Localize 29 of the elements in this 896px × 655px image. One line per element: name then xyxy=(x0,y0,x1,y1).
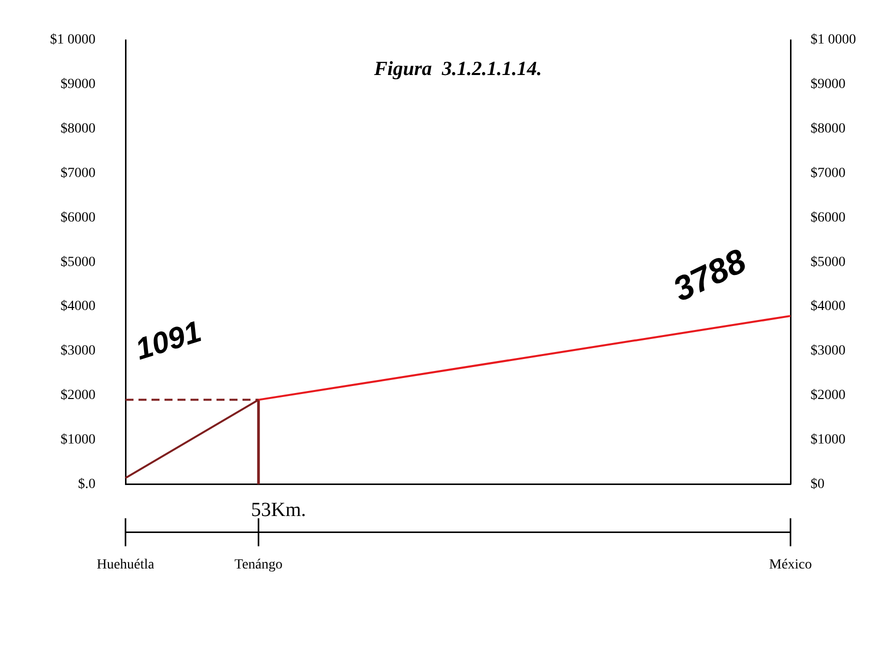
y-tick-label: $8000 xyxy=(60,122,96,137)
y2-tick-label: $3000 xyxy=(810,344,846,359)
y2-tick-label: $4000 xyxy=(810,299,846,314)
y-tick-label: $.0 xyxy=(78,476,96,492)
y2-tick-label: $8000 xyxy=(810,122,846,137)
y2-tick-label: $5000 xyxy=(810,254,846,270)
y2-tick-label: $1 0000 xyxy=(810,32,856,48)
y-tick-label: $3000 xyxy=(60,344,96,359)
y2-tick-label: $9000 xyxy=(810,77,846,92)
y-tick-label: $5000 xyxy=(60,254,96,270)
y-tick-label: $7000 xyxy=(60,166,96,181)
text: Figura 3.1.2.1.1.14. xyxy=(373,58,542,80)
y2-tick-label: $2000 xyxy=(810,388,846,404)
y-tick-label: $9000 xyxy=(60,77,96,92)
y-tick-label: $1000 xyxy=(60,432,96,448)
x-tick-label: México xyxy=(769,557,812,572)
y2-tick-label: $7000 xyxy=(810,166,846,181)
annotation: 53Km. xyxy=(251,499,306,522)
data-label: 3788 xyxy=(667,242,752,310)
annotation: 1091 xyxy=(132,315,206,367)
x-tick-label: Huehuétla xyxy=(96,557,156,572)
y-tick-label: $1 0000 xyxy=(50,32,96,48)
y-tick-label: $4000 xyxy=(60,299,96,314)
y-tick-label: $2000 xyxy=(60,388,96,404)
y2-tick-label: $1000 xyxy=(810,432,846,448)
y2-tick-label: $0 xyxy=(810,476,824,492)
x-tick-label: Tenángo xyxy=(234,557,283,572)
y-tick-label: $6000 xyxy=(60,210,96,226)
y2-tick-label: $6000 xyxy=(810,210,846,226)
